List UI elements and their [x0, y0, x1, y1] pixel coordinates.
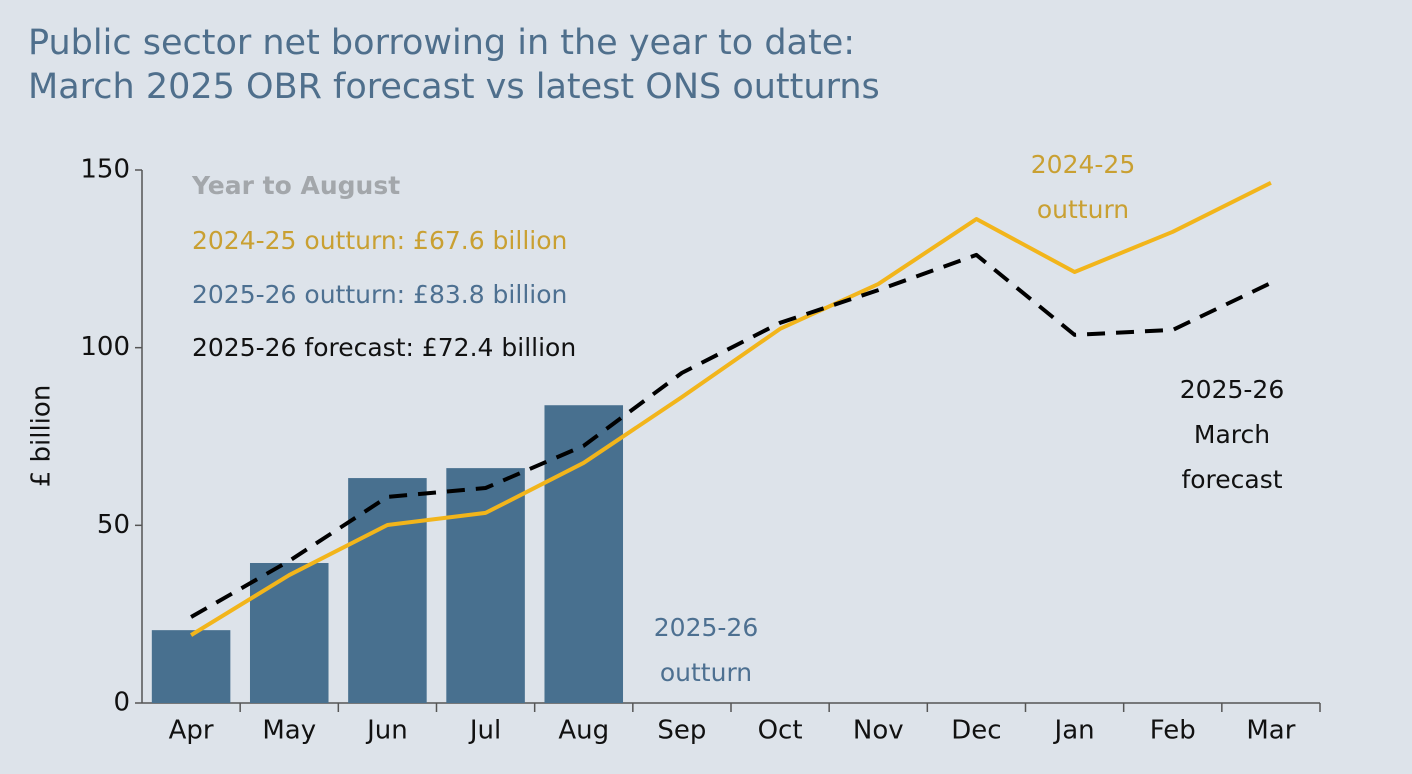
- y-tick-label: 150: [80, 155, 130, 185]
- annotation: outturn: [660, 658, 752, 687]
- x-tick-label: Jun: [365, 716, 408, 746]
- annotation: 2024-25 outturn: £67.6 billion: [192, 226, 567, 255]
- x-tick-label: Mar: [1246, 716, 1295, 746]
- y-tick-label: 0: [113, 688, 130, 718]
- x-tick-label: May: [262, 716, 316, 746]
- annotation: forecast: [1181, 465, 1282, 494]
- x-tick-label: Aug: [558, 716, 609, 746]
- annotation: 2025-26 forecast: £72.4 billion: [192, 333, 576, 362]
- x-tick-label: Dec: [951, 716, 1001, 746]
- chart-title: Public sector net borrowing in the year …: [28, 23, 855, 63]
- x-tick-label: Apr: [169, 716, 214, 746]
- x-tick-label: Jul: [468, 716, 501, 746]
- chart-title: March 2025 OBR forecast vs latest ONS ou…: [28, 67, 880, 107]
- bar: [151, 630, 231, 703]
- y-axis-label: £ billion: [27, 385, 57, 488]
- line: [190, 252, 1272, 619]
- y-tick-label: 50: [97, 510, 130, 540]
- x-tick-label: Nov: [853, 716, 904, 746]
- annotation: Year to August: [191, 171, 400, 200]
- x-tick-label: Sep: [657, 716, 706, 746]
- x-tick-label: Jan: [1053, 716, 1095, 746]
- bar: [544, 405, 624, 703]
- line: [190, 181, 1272, 637]
- annotation: 2024-25: [1031, 150, 1135, 179]
- bar: [348, 478, 427, 703]
- annotation: March: [1194, 420, 1270, 449]
- annotation: outturn: [1037, 195, 1129, 224]
- annotation: 2025-26: [654, 613, 758, 642]
- x-tick-label: Feb: [1150, 716, 1196, 746]
- bar: [446, 468, 525, 703]
- y-tick-label: 100: [80, 332, 130, 362]
- annotation: 2025-26 outturn: £83.8 billion: [192, 280, 567, 309]
- annotation: 2025-26: [1180, 375, 1284, 404]
- bar: [249, 562, 329, 703]
- x-tick-label: Oct: [758, 716, 803, 746]
